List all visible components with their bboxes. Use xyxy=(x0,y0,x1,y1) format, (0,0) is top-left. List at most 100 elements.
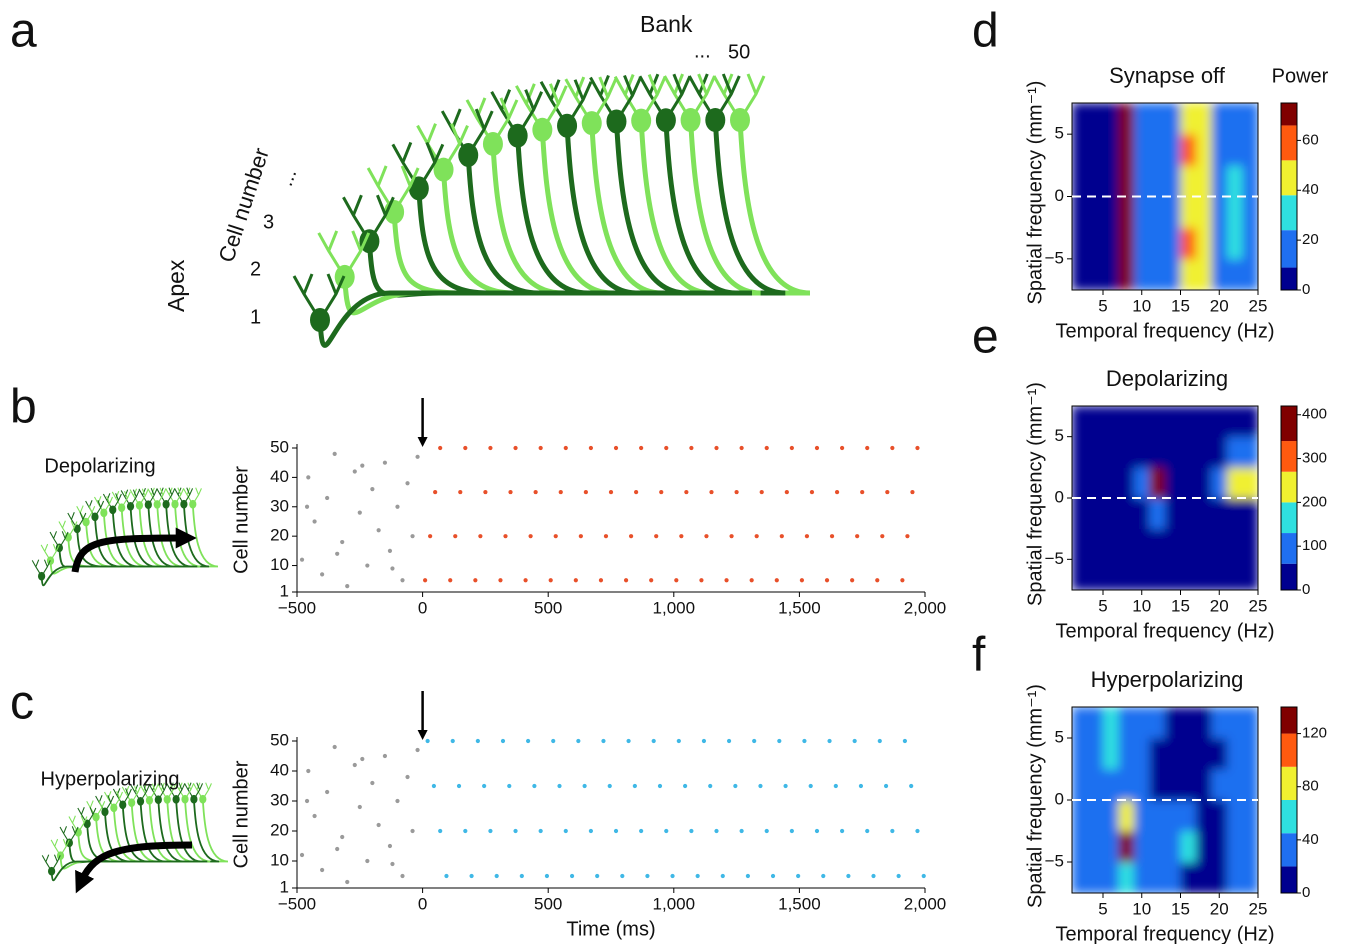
spike xyxy=(850,578,855,583)
spike xyxy=(340,834,345,840)
heat-cell xyxy=(1227,258,1243,290)
heat-cell xyxy=(1072,196,1088,229)
heat-cell xyxy=(1149,559,1166,590)
spike xyxy=(306,475,311,480)
spike xyxy=(532,783,537,789)
dendrite xyxy=(564,76,618,124)
soma xyxy=(145,795,154,805)
x-tick-label: 2,000 xyxy=(904,598,947,617)
heat-cell xyxy=(1103,436,1119,468)
spike xyxy=(758,783,763,789)
colorbar-tick-label: 60 xyxy=(1302,131,1319,148)
heat-cell xyxy=(1211,738,1228,770)
ellipsis: ... xyxy=(694,40,711,62)
dendrite xyxy=(366,165,420,213)
axon xyxy=(737,119,811,296)
soma xyxy=(705,108,726,133)
y-axis-label: Cell number xyxy=(230,466,252,574)
spike xyxy=(370,780,375,786)
axon xyxy=(191,504,219,568)
colorbar-frame xyxy=(1280,102,1298,291)
x-tick-label: 5 xyxy=(1098,899,1107,918)
heat-cell xyxy=(1134,498,1150,530)
heat-cell xyxy=(1165,196,1181,229)
chart-title: Hyperpolarizing xyxy=(1091,667,1244,692)
heat-cell xyxy=(1118,196,1135,229)
bank-label: Bank xyxy=(640,11,693,37)
heat-cell xyxy=(1149,800,1166,832)
cell-label: 2 xyxy=(250,258,261,280)
x-tick-label: 15 xyxy=(1171,296,1190,315)
spike xyxy=(774,578,779,583)
soma xyxy=(433,157,454,182)
heat-cell xyxy=(1227,436,1243,468)
soma xyxy=(408,176,429,201)
heat-cell xyxy=(1196,738,1212,770)
spike xyxy=(345,879,350,885)
spike xyxy=(569,873,575,879)
heat-cell xyxy=(1134,227,1150,260)
heat-cell xyxy=(1134,467,1150,499)
heatmap-cells xyxy=(1072,707,1258,893)
spike xyxy=(739,445,744,451)
annotation: Depolarizing xyxy=(44,455,155,477)
soma xyxy=(38,571,46,581)
axon xyxy=(317,290,752,348)
annotation: Hyperpolarizing xyxy=(41,768,180,790)
spike xyxy=(299,557,305,562)
y-tick-label: 0 xyxy=(1055,487,1064,506)
spike xyxy=(626,738,631,744)
spike xyxy=(834,489,840,495)
colorbar-segment xyxy=(1281,267,1297,290)
x-tick-label: −500 xyxy=(278,598,316,617)
colorbar-segment xyxy=(1281,103,1297,126)
heat-cell xyxy=(1087,258,1104,290)
soma xyxy=(655,108,676,133)
heat-cell xyxy=(1118,559,1135,590)
spike xyxy=(382,460,388,465)
heat-cell xyxy=(1211,862,1228,893)
soma xyxy=(110,803,118,813)
axon xyxy=(175,799,208,863)
soma xyxy=(126,501,135,511)
colorbar-segment xyxy=(1281,502,1297,534)
spike xyxy=(902,738,908,744)
y-tick-label: 30 xyxy=(270,496,289,515)
heat-cell xyxy=(1134,134,1150,166)
colorbar-segment xyxy=(1281,563,1297,590)
heat-cell xyxy=(1134,258,1150,290)
spike xyxy=(714,445,719,451)
dendrite xyxy=(68,815,88,833)
spike xyxy=(809,489,815,495)
spike xyxy=(734,489,739,495)
spike xyxy=(390,861,395,867)
spike xyxy=(840,828,845,834)
spike xyxy=(808,783,813,789)
dendrite xyxy=(112,788,132,806)
spike xyxy=(821,873,826,879)
heat-cell xyxy=(1242,831,1258,863)
y-tick-label: 30 xyxy=(270,790,289,809)
spike xyxy=(824,578,830,583)
heat-cell xyxy=(1118,134,1135,166)
heat-cell xyxy=(1134,831,1150,863)
spike xyxy=(588,445,594,451)
colorbar-tick-label: 80 xyxy=(1302,778,1319,795)
soma xyxy=(581,111,602,136)
heat-cell xyxy=(1072,738,1088,770)
soma xyxy=(171,499,179,509)
soma xyxy=(180,499,188,509)
spike xyxy=(620,873,625,879)
heat-cell xyxy=(1087,406,1104,438)
heat-cell xyxy=(1242,165,1258,197)
y-axis-label: Spatial frequency (mm⁻¹) xyxy=(1024,382,1046,606)
spike xyxy=(683,783,688,789)
spike xyxy=(438,828,443,834)
spike xyxy=(478,534,483,539)
dendrite xyxy=(50,838,70,856)
heat-cell xyxy=(1211,258,1228,290)
heat-cell xyxy=(1103,165,1119,197)
spike xyxy=(513,828,518,834)
soma xyxy=(91,512,99,522)
heat-cell xyxy=(1180,498,1197,530)
